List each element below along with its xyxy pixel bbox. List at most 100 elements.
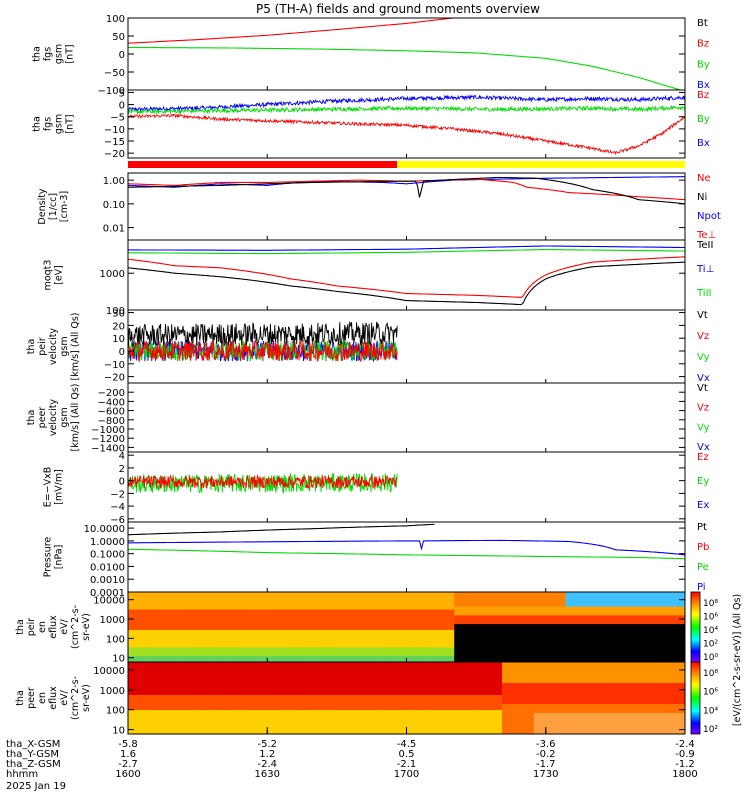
temperature-line-TiII — [128, 249, 685, 255]
density-line-Ne — [128, 178, 685, 201]
density-legend-0: Ne — [697, 173, 711, 184]
fgs-ytick-label: −100 — [98, 86, 125, 97]
pressure-legend-0: Pt — [697, 522, 707, 533]
fgs-zoom-series — [128, 94, 685, 155]
fgs-legend-3: Bx — [697, 80, 710, 91]
fgs-zoom-ytick-label: −15 — [104, 137, 125, 148]
peer-velocity-legend-3: Vx — [697, 442, 710, 453]
peer-spectrogram-ylabel-line: en — [37, 692, 48, 704]
pressure-line-Pe — [128, 548, 685, 560]
mode-bar-slow — [128, 161, 398, 168]
pressure-legend-1: Pb — [697, 542, 709, 553]
peir-spectrogram-ylabel-line: en — [37, 621, 48, 633]
xrow-value: -2.4 — [257, 759, 277, 770]
peir-velocity-ytick-label: −20 — [104, 373, 125, 384]
density-legend-3: Te⊥ — [696, 230, 716, 241]
colorbar-0-tick-label: 10⁸ — [703, 599, 718, 609]
density-ylabel-line: Density — [37, 188, 48, 224]
xrow-value: 0.5 — [399, 749, 415, 760]
peir-spectrogram-heatmap — [128, 592, 685, 662]
peer-spectrogram-ylabel-line: eV/ — [59, 689, 70, 705]
fgs-ytick-label: 100 — [106, 14, 125, 25]
colorbar-1-tick-label: 10⁴ — [703, 706, 718, 716]
peir-velocity-legend-0: Vt — [697, 310, 708, 321]
fgs-zoom-ytick-label: 5 — [119, 88, 125, 99]
peer-velocity-ylabel-line: [km/s] (All Qs) — [70, 384, 81, 452]
peer-velocity-ytick-label: −400 — [98, 397, 125, 408]
pressure-legend-2: Pe — [697, 562, 709, 573]
peer-velocity-frame — [127, 382, 686, 453]
pressure-ytick-label: 0.0010 — [90, 575, 125, 586]
density-line-Npot — [128, 176, 685, 188]
efield-ylabel-line: [mV/m] — [54, 469, 65, 505]
peir-spectrogram-ytick-label: 10000 — [93, 596, 125, 607]
peer-velocity-ytick-label: −600 — [98, 407, 125, 418]
peer-velocity-ytick-label: −200 — [98, 388, 125, 399]
temperature-legend-0: TeII — [696, 240, 713, 251]
density-ytick-label: 1.00 — [103, 176, 125, 187]
peir-velocity-line-Vz — [128, 339, 398, 363]
efield-legend-1: Ey — [697, 476, 709, 487]
peer-spectrogram-ytick-label: 10000 — [93, 666, 125, 677]
fgs-legend-0: Bt — [697, 18, 708, 29]
fgs-zoom-legend-1: By — [697, 114, 710, 125]
pressure-ytick-label: 0.0001 — [90, 588, 125, 599]
efield-ytick-label: 2 — [119, 464, 125, 475]
xrow-value: -1.7 — [536, 759, 556, 770]
peer-spectrogram-ytick-label: 100 — [106, 706, 125, 717]
peir-velocity-ytick-label: 0 — [119, 347, 125, 358]
pressure-ytick-label: 0.0100 — [90, 562, 125, 573]
efield-legend-0: Ez — [697, 452, 709, 463]
fgs-series — [128, 18, 681, 90]
colorbar-1 — [690, 661, 701, 735]
fgs-zoom-legend-2: Bx — [697, 138, 710, 149]
efield-ytick-label: −2 — [110, 489, 125, 500]
fgs-zoom-ylabel-line: gsm — [54, 114, 65, 134]
xrow-value: 1.6 — [120, 749, 136, 760]
pressure-ylabel-line: [nPa] — [54, 545, 65, 570]
xrow-label-1: tha_Y-GSM — [6, 749, 59, 760]
density-ylabel-line: [1/cc] — [48, 193, 59, 220]
fgs-ylabel-line: tha — [32, 46, 43, 62]
pressure-legend-3: Pi — [697, 582, 706, 593]
fgs-ylabel-line: [nT] — [65, 44, 76, 63]
temperature-series — [128, 245, 685, 306]
peir-velocity-line-Vt — [128, 320, 398, 347]
date-label: 2025 Jan 19 — [6, 781, 66, 792]
fgs-ytick-label: 0 — [119, 50, 125, 61]
density-legend-1: Ni — [697, 192, 707, 203]
peir-velocity-legend-3: Vx — [697, 373, 710, 384]
peir-velocity-ytick-label: 20 — [112, 321, 125, 332]
peir-velocity-legend-1: Vz — [697, 331, 709, 342]
peer-velocity-legend-1: Vz — [697, 403, 709, 414]
peir-velocity-ylabel-line: gsm — [59, 336, 70, 356]
peer-spectrogram-ylabel-line: (cm^2-s- — [70, 676, 81, 720]
peer-spectrogram-ytick-label: 10 — [112, 726, 125, 737]
peer-spectrogram-ytick-label: 1000 — [100, 686, 125, 697]
colorbar-0-tick-label: 10⁰ — [703, 653, 718, 663]
pressure-ytick-label: 0.1000 — [90, 550, 125, 561]
efield-legend-2: Ex — [697, 500, 709, 511]
xtick-label-time: 1800 — [672, 769, 697, 780]
temperature-ytick-label: 100 — [106, 306, 125, 317]
xrow-value: -2.7 — [118, 759, 138, 770]
fgs-zoom-line-By — [128, 104, 685, 116]
data-layer — [128, 18, 685, 734]
temperature-ylabel-line: [eV] — [54, 265, 65, 285]
pressure-ytick-label: 10.0000 — [84, 524, 125, 535]
efield-ylabel-line: E=−VxB — [43, 467, 54, 508]
xrow-value: -5.8 — [118, 739, 138, 750]
colorbar-1-tick-label: 10⁶ — [703, 688, 718, 698]
xrow-value: -4.5 — [397, 739, 417, 750]
fgs-ylabel-line: fgs — [43, 47, 54, 61]
xrow-value: -0.9 — [675, 749, 695, 760]
temperature-line-TeII — [128, 261, 685, 306]
peer-velocity-legend-2: Vy — [697, 422, 710, 433]
colorbar-0-tick-label: 10⁴ — [703, 626, 718, 636]
fgs-ytick-label: 50 — [112, 32, 125, 43]
colorbar-1-tick-label: 10⁸ — [703, 669, 718, 679]
peir-spectrogram-ytick-label: 1000 — [100, 615, 125, 626]
density-legend-2: Npot — [697, 211, 721, 222]
pressure-line-Pi — [128, 539, 685, 556]
